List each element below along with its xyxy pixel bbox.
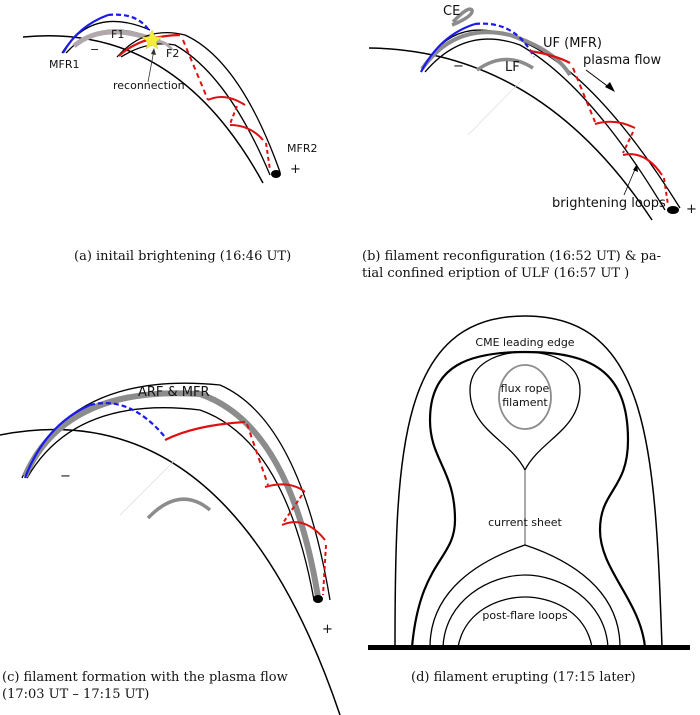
uf-gray <box>420 30 572 77</box>
caption-b-line1: (b) filament reconfiguration (16:52 UT) … <box>362 249 662 264</box>
blue-line <box>23 403 91 479</box>
red-line <box>529 49 571 64</box>
plasma-flow-arrow <box>585 69 611 89</box>
tube-inner <box>26 407 315 601</box>
caption-b-line2: tial confined eription of ULF (16:57 UT … <box>362 266 630 281</box>
label-flux-rope: flux rope <box>501 382 550 395</box>
footpoint <box>313 595 323 603</box>
label-plus: + <box>686 202 697 217</box>
caption-d: (d) filament erupting (17:15 later) <box>411 670 636 685</box>
photosphere-line <box>22 35 264 184</box>
gray-small-arc <box>146 497 212 520</box>
photosphere-base <box>368 645 690 650</box>
footpoint <box>667 206 679 214</box>
mfr2-red-dashed <box>182 39 209 101</box>
brightening-arrowhead <box>633 164 638 172</box>
red-wave <box>594 120 663 176</box>
caption-c-line1: (c) filament formation with the plasma f… <box>2 670 288 685</box>
red-line <box>164 420 246 441</box>
label-mfr1: MFR1 <box>49 58 79 71</box>
mfr2-red-wave <box>207 95 264 141</box>
reconnection-arrowhead <box>151 48 156 55</box>
reconnection-star-icon <box>141 29 163 50</box>
label-current-sheet: current sheet <box>488 516 562 529</box>
panel-d: CME leading edge flux rope filament curr… <box>368 315 690 650</box>
mfr2-tube-outer <box>116 31 281 173</box>
caption-a: (a) initail brightening (16:46 UT) <box>74 249 292 264</box>
plasma-flow-arrowhead <box>605 82 615 92</box>
tube-outer <box>21 382 331 601</box>
panel-c: ARF & MFR − + <box>0 382 341 715</box>
mfr2-tube-inner <box>120 43 271 176</box>
label-ce: CE <box>443 4 460 19</box>
red-dashed-2 <box>622 131 669 206</box>
lf-gray <box>475 57 534 72</box>
label-minus: − <box>60 469 71 484</box>
tube-outer <box>420 29 681 209</box>
label-f1: F1 <box>111 28 124 41</box>
mfr1-blue-dashed <box>107 13 151 33</box>
label-f2: F2 <box>166 47 179 60</box>
filament-ellipse <box>498 364 552 430</box>
caption-c-line2: (17:03 UT – 17:15 UT) <box>2 687 150 702</box>
label-plasma-flow: plasma flow <box>583 53 662 68</box>
flux-rope-teardrop <box>469 351 581 472</box>
blue-dashed <box>89 401 166 438</box>
label-minus: − <box>90 43 99 56</box>
loop-outer <box>429 544 621 648</box>
label-minus: − <box>453 59 464 74</box>
caption-b: (b) filament reconfiguration (16:52 UT) … <box>362 248 661 282</box>
faint-line <box>467 79 523 136</box>
label-cme-leading-edge: CME leading edge <box>475 336 574 349</box>
photosphere-line <box>368 47 653 221</box>
blue-line <box>420 22 476 73</box>
red-dashed <box>572 67 596 123</box>
arf-gray-thick <box>22 390 321 598</box>
label-post-flare-loops: post-flare loops <box>482 609 567 622</box>
loop-middle <box>442 574 609 648</box>
mfr2-footpoint <box>271 170 281 178</box>
label-reconnection: reconnection <box>113 79 185 92</box>
label-filament: filament <box>502 396 548 409</box>
mfr2-red-dashed-2 <box>229 105 271 171</box>
ce-gray <box>451 7 474 27</box>
cme-outer-boundary <box>394 315 663 648</box>
reconnection-arrow <box>147 49 155 83</box>
label-brightening-loops: brightening loops <box>552 196 666 211</box>
red-dashed-2 <box>282 494 327 596</box>
red-dashed <box>246 423 269 486</box>
red-wave <box>264 483 326 541</box>
panel-a: MFR1 F1 F2 − reconnection MFR2 + <box>22 13 317 184</box>
faint-line <box>119 459 176 516</box>
caption-c: (c) filament formation with the plasma f… <box>2 669 288 703</box>
panel-b: CE UF (MFR) LF − plasma flow brightening… <box>368 4 697 221</box>
loop-inner <box>457 596 593 648</box>
label-uf: UF (MFR) <box>543 36 602 51</box>
mfr1-blue-line <box>62 13 109 54</box>
mfr2-red-line <box>118 33 181 57</box>
label-lf: LF <box>505 60 520 75</box>
label-arf-mfr: ARF & MFR <box>138 385 210 400</box>
label-plus: + <box>322 622 333 637</box>
brightening-arrow <box>623 166 637 196</box>
label-mfr2: MFR2 <box>287 142 317 155</box>
label-plus: + <box>290 162 301 177</box>
